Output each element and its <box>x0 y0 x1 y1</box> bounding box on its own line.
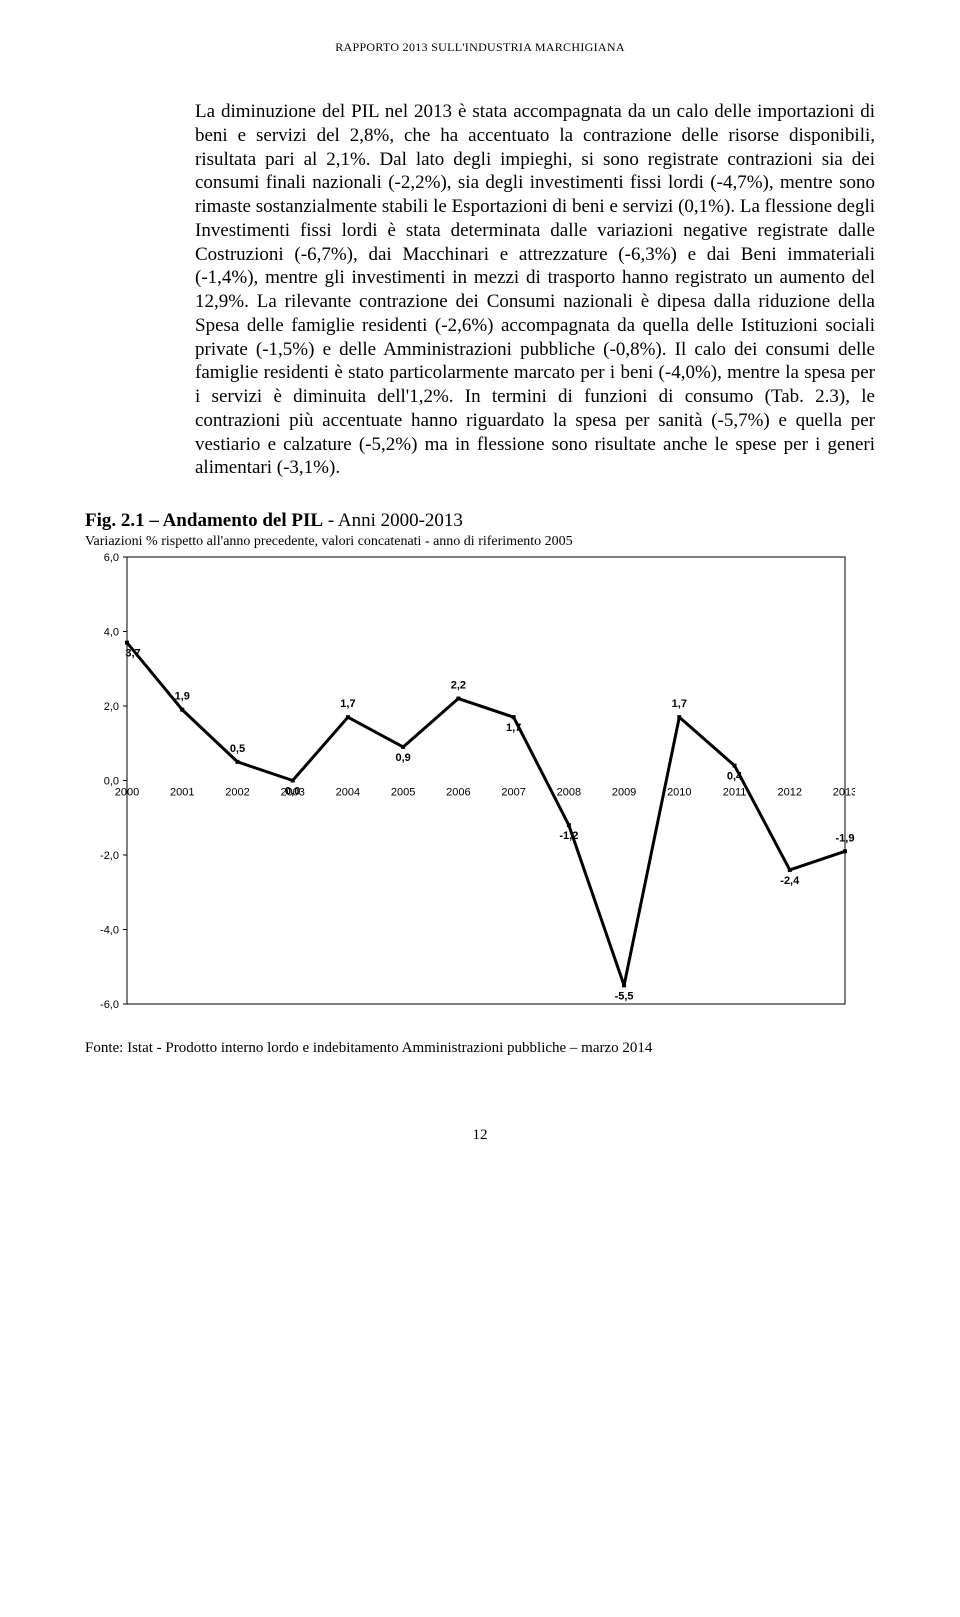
svg-text:-1,2: -1,2 <box>559 830 578 842</box>
figure-source: Fonte: Istat - Prodotto interno lordo e … <box>85 1040 875 1057</box>
svg-text:-5,5: -5,5 <box>615 990 634 1002</box>
figure-label-suffix: - Anni 2000-2013 <box>323 510 463 531</box>
svg-text:0,5: 0,5 <box>230 743 245 755</box>
svg-text:2000: 2000 <box>115 787 139 799</box>
svg-text:0,0: 0,0 <box>285 786 300 798</box>
svg-text:-2,4: -2,4 <box>780 875 800 887</box>
figure-subcaption: Variazioni % rispetto all'anno precedent… <box>85 534 875 550</box>
running-header: RAPPORTO 2013 SULL'INDUSTRIA MARCHIGIANA <box>85 40 875 55</box>
chart-svg: -6,0-4,0-2,00,02,04,06,02000200120022003… <box>85 552 855 1022</box>
page-number: 12 <box>85 1127 875 1144</box>
svg-text:2,2: 2,2 <box>451 680 466 692</box>
svg-text:1,7: 1,7 <box>506 722 521 734</box>
pil-line-chart: -6,0-4,0-2,00,02,04,06,02000200120022003… <box>85 552 855 1022</box>
svg-text:2007: 2007 <box>501 787 525 799</box>
svg-text:-2,0: -2,0 <box>100 850 119 862</box>
svg-text:-4,0: -4,0 <box>100 925 119 937</box>
svg-text:2010: 2010 <box>667 787 691 799</box>
svg-text:1,7: 1,7 <box>672 698 687 710</box>
svg-text:1,7: 1,7 <box>340 698 355 710</box>
svg-text:4,0: 4,0 <box>104 627 119 639</box>
svg-text:6,0: 6,0 <box>104 552 119 564</box>
figure-label-prefix: Fig. 2.1 – Andamento del PIL <box>85 510 323 531</box>
svg-text:1,9: 1,9 <box>175 691 190 703</box>
svg-text:0,4: 0,4 <box>727 771 743 783</box>
figure-caption: Fig. 2.1 – Andamento del PIL - Anni 2000… <box>85 510 875 532</box>
svg-text:2012: 2012 <box>778 787 802 799</box>
svg-text:2004: 2004 <box>336 787 360 799</box>
svg-text:2002: 2002 <box>225 787 249 799</box>
svg-text:2,0: 2,0 <box>104 701 119 713</box>
svg-text:2011: 2011 <box>723 787 747 799</box>
svg-text:2006: 2006 <box>446 787 470 799</box>
svg-text:2008: 2008 <box>557 787 581 799</box>
svg-text:2009: 2009 <box>612 787 636 799</box>
body-paragraph: La diminuzione del PIL nel 2013 è stata … <box>195 100 875 480</box>
svg-text:-1,9: -1,9 <box>836 832 855 844</box>
svg-text:2005: 2005 <box>391 787 415 799</box>
svg-text:0,9: 0,9 <box>396 752 411 764</box>
svg-text:2013: 2013 <box>833 787 855 799</box>
svg-text:3,7: 3,7 <box>125 648 140 660</box>
svg-text:2001: 2001 <box>170 787 194 799</box>
svg-text:-6,0: -6,0 <box>100 999 119 1011</box>
